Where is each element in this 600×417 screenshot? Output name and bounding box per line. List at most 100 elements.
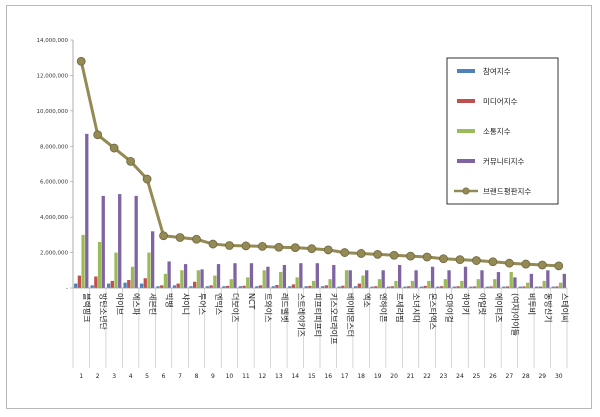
reputation-point <box>554 261 564 271</box>
bar-커뮤니티지수 <box>496 272 501 288</box>
bar-소통지수 <box>328 279 332 288</box>
reputation-point <box>93 130 103 140</box>
bar-미디어지수 <box>538 286 543 288</box>
x-rank-label: 8 <box>195 373 199 380</box>
bar-미디어지수 <box>308 285 312 288</box>
bar-커뮤니티지수 <box>315 263 319 288</box>
x-rank-label: 16 <box>324 373 332 380</box>
bar-참여지수 <box>74 283 78 288</box>
bar-소통지수 <box>180 270 184 288</box>
bar-미디어지수 <box>176 283 180 288</box>
legend-swatch-커뮤니티지수 <box>457 159 475 163</box>
bar-소통지수 <box>476 279 480 288</box>
x-category-label: 엑소 <box>362 293 372 308</box>
x-category-label: 투어스 <box>198 293 208 315</box>
bar-커뮤니티지수 <box>381 270 385 288</box>
bar-소통지수 <box>344 270 349 288</box>
y-tick-label: 12,000,000 <box>37 73 69 79</box>
legend-label: 미디어지수 <box>483 96 518 106</box>
bar-커뮤니티지수 <box>282 264 287 288</box>
bar-참여지수 <box>337 286 341 288</box>
reputation-point <box>225 241 234 250</box>
legend-label: 소통지수 <box>483 127 511 136</box>
x-rank-label: 10 <box>226 373 234 380</box>
bar-참여지수 <box>123 282 127 288</box>
bar-커뮤니티지수 <box>398 264 402 288</box>
bar-커뮤니티지수 <box>183 264 188 288</box>
reputation-point <box>290 243 300 253</box>
y-tick-label: 4,000,000 <box>40 215 68 221</box>
x-rank-label: 20 <box>390 373 398 380</box>
x-rank-label: 3 <box>112 373 116 380</box>
bar-커뮤니티지수 <box>447 270 451 288</box>
reputation-point <box>455 255 465 265</box>
x-rank-label: 26 <box>489 373 497 380</box>
x-category-label: 소녀시대 <box>412 293 421 322</box>
bar-미디어지수 <box>423 285 427 288</box>
x-rank-label: 13 <box>275 373 283 380</box>
bar-커뮤니티지수 <box>299 263 303 288</box>
x-rank-label: 18 <box>357 373 365 380</box>
x-rank-label: 17 <box>341 373 349 380</box>
x-rank-label: 30 <box>555 373 563 380</box>
bar-커뮤니티지수 <box>430 266 435 288</box>
y-tick-label: 10,000,000 <box>37 109 69 115</box>
bar-소통지수 <box>97 241 102 288</box>
x-category-label: 오마이걸 <box>445 293 455 322</box>
reputation-point <box>159 231 168 241</box>
reputation-point <box>472 256 481 265</box>
reputation-point <box>109 143 119 153</box>
legend-swatch-미디어지수 <box>457 99 475 103</box>
reputation-point <box>340 248 350 257</box>
bar-소통지수 <box>147 252 151 288</box>
bar-커뮤니티지수 <box>348 270 352 288</box>
bar-소통지수 <box>196 270 200 288</box>
bar-소통지수 <box>295 277 299 288</box>
bar-미디어지수 <box>291 284 296 288</box>
bar-소통지수 <box>311 280 316 288</box>
bar-미디어지수 <box>505 286 510 288</box>
bar-커뮤니티지수 <box>85 133 89 288</box>
x-rank-label: 23 <box>440 373 448 380</box>
bar-커뮤니티지수 <box>151 231 155 288</box>
x-rank-label: 21 <box>407 373 415 380</box>
x-axis: 블랙핑크 1 방탄소년단 2 아이브 3 에스파 4 세븐틴 5 빅뱅 6 샤이니 7 투어스 8 엔믹스 9 더보… <box>72 287 570 380</box>
reputation-point <box>406 251 415 261</box>
reputation-point <box>504 258 514 268</box>
bar-커뮤니티지수 <box>562 273 566 288</box>
x-rank-label: 27 <box>506 373 514 380</box>
bar-참여지수 <box>238 286 242 288</box>
bar-미디어지수 <box>456 286 460 288</box>
reputation-point <box>274 242 284 252</box>
bar-소통지수 <box>229 279 233 288</box>
bar-커뮤니티지수 <box>167 261 171 288</box>
x-rank-label: 11 <box>242 373 250 380</box>
bar-소통지수 <box>410 280 415 288</box>
bar-소통지수 <box>542 280 546 288</box>
bar-참여지수 <box>222 286 226 288</box>
bar-미디어지수 <box>127 280 131 288</box>
bar-커뮤니티지수 <box>101 195 105 288</box>
x-category-label: 방탄소년단 <box>99 293 109 330</box>
x-rank-label: 7 <box>178 373 182 380</box>
reputation-point <box>208 239 218 249</box>
x-category-label: 피프티피프티 <box>313 293 322 337</box>
x-category-label: 샤이니 <box>181 293 191 315</box>
x-category-label: 동방신기 <box>543 293 553 322</box>
x-rank-label: 5 <box>145 373 149 380</box>
reputation-point <box>439 254 448 264</box>
y-tick-label: 14,000,000 <box>37 38 69 44</box>
y-axis: - 2,000,000 4,000,000 6,000,000 8,000,000 10,… <box>37 38 74 292</box>
reputation-point <box>307 244 317 254</box>
x-rank-label: 25 <box>473 373 481 380</box>
bar-미디어지수 <box>440 286 444 288</box>
bar-커뮤니티지수 <box>233 263 237 288</box>
legend-label: 커뮤니티지수 <box>483 157 524 166</box>
x-rank-label: 6 <box>162 373 166 380</box>
y-tick-label: 8,000,000 <box>40 144 68 150</box>
bar-미디어지수 <box>341 285 345 288</box>
x-category-label: 트와이스 <box>263 293 273 322</box>
x-category-label: 몬스타엑스 <box>428 293 438 330</box>
bar-참여지수 <box>189 286 193 288</box>
bar-미디어지수 <box>357 283 361 288</box>
